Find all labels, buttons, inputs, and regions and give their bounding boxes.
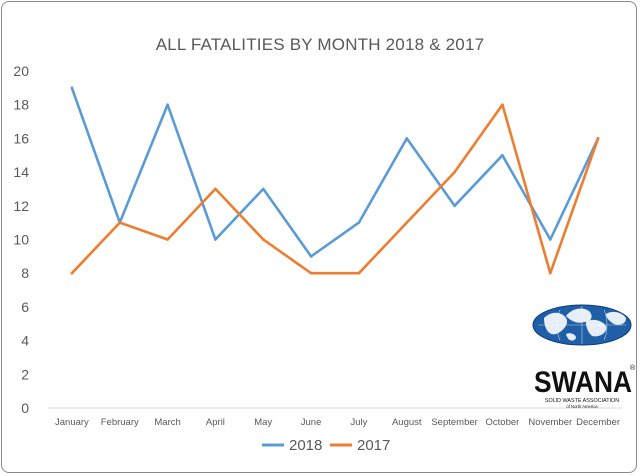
y-axis: 0 2 4 6 8 10 12 14 16 18 20 (13, 63, 29, 416)
y-tick-label: 18 (13, 97, 29, 113)
y-tick-label: 12 (13, 198, 29, 214)
data-point-2018 (309, 255, 313, 258)
globe-icon (532, 304, 632, 346)
series-line-2017 (70, 103, 600, 275)
legend-label-2017: 2017 (357, 437, 390, 454)
data-point-2017 (70, 271, 74, 275)
y-tick-label: 20 (13, 63, 29, 79)
y-tick-label: 16 (13, 130, 29, 146)
data-point-2017 (309, 271, 313, 275)
data-point-2017 (118, 221, 122, 224)
x-tick-label: September (431, 417, 477, 428)
logo-wordmark: SWANA (534, 366, 632, 399)
data-point-2018 (70, 86, 74, 90)
x-tick-label: January (55, 417, 89, 428)
x-tick-label: August (392, 417, 422, 428)
x-axis: January February March April May June July Augu… (48, 407, 622, 428)
data-point-2018 (501, 153, 504, 157)
data-point-2017 (596, 137, 600, 140)
data-point-2018 (261, 187, 265, 191)
data-point-2017 (453, 170, 456, 174)
x-tick-label: December (576, 417, 620, 428)
y-tick-label: 2 (21, 366, 29, 382)
x-tick-label: April (206, 417, 225, 428)
data-point-2018 (405, 137, 409, 140)
swana-logo: SWANA ® SOLID WASTE ASSOCIATION of North… (532, 304, 636, 409)
y-tick-label: 8 (21, 265, 29, 281)
logo-subtitle-2: of North America (566, 404, 598, 409)
legend: 2018 2017 (262, 437, 390, 454)
data-point-2017 (501, 103, 504, 106)
y-tick-label: 6 (21, 299, 29, 315)
x-tick-label: February (101, 417, 139, 428)
data-point-2018 (453, 204, 456, 208)
logo-registered-mark: ® (630, 364, 636, 372)
x-tick-label: March (154, 417, 180, 428)
data-point-2017 (261, 238, 265, 241)
series-line-2018 (70, 86, 600, 258)
x-tick-label: May (254, 417, 272, 428)
y-tick-label: 14 (13, 164, 29, 180)
data-point-2018 (357, 221, 361, 224)
data-point-2017 (166, 238, 169, 241)
data-point-2018 (166, 103, 169, 106)
data-point-2017 (357, 271, 361, 275)
data-point-2017 (548, 271, 552, 275)
y-tick-label: 4 (21, 333, 29, 349)
x-tick-label: November (528, 417, 572, 428)
data-point-2018 (548, 238, 552, 241)
x-tick-label: October (486, 417, 520, 428)
data-point-2017 (405, 221, 409, 224)
y-tick-label: 0 (21, 400, 29, 416)
data-point-2017 (214, 187, 217, 191)
series-group (70, 86, 600, 275)
data-point-2018 (214, 238, 217, 241)
x-tick-label: July (350, 417, 367, 428)
logo-subtitle: SOLID WASTE ASSOCIATION (545, 398, 619, 404)
y-tick-label: 10 (13, 232, 29, 248)
chart-title: ALL FATALITIES BY MONTH 2018 & 2017 (156, 35, 485, 54)
legend-label-2018: 2018 (289, 437, 322, 454)
x-tick-label: June (301, 417, 322, 428)
